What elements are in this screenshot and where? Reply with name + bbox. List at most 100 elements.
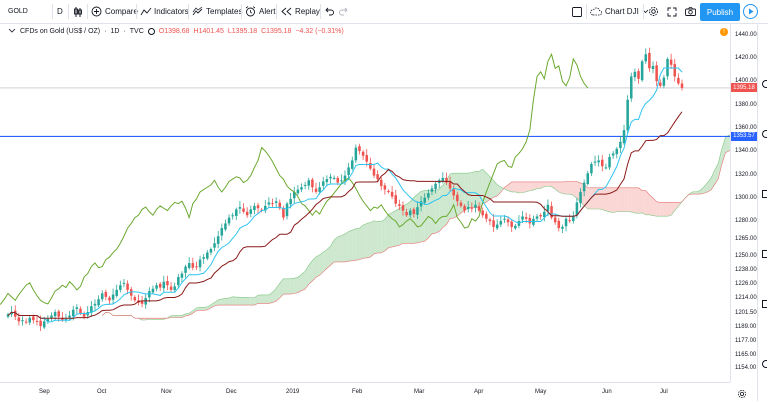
alert-button[interactable]: Alert [245,0,275,23]
redo-button[interactable] [339,0,348,23]
candle-body [275,201,278,203]
price-tick: 1320.00 [735,172,757,178]
cloud-segment [479,169,483,207]
snapshot-button[interactable] [685,0,696,23]
ideas-icon[interactable] [762,190,767,198]
replay-button[interactable]: Replay [281,0,320,23]
publish-button[interactable]: Publish [700,3,740,21]
fullscreen-layout-button[interactable] [572,0,582,23]
candle-body [268,202,271,204]
undo-button[interactable] [325,0,334,23]
candle-body [467,207,470,209]
candle-body [644,54,647,61]
symbol-label: GOLD [8,8,28,15]
fullscreen-button[interactable] [667,0,677,23]
candle-body [579,192,582,203]
help-icon[interactable] [762,360,767,368]
square-icon [572,7,582,17]
candle-body [126,284,129,290]
candle-body [123,283,126,284]
cloud-segment [468,172,472,207]
candle-body [503,219,506,220]
candle-body [431,188,434,191]
cloud-segment [363,224,367,259]
cloud-segment [570,181,574,195]
chat-icon[interactable] [762,250,767,258]
cloud-segment [370,221,374,257]
cloud-segment [523,182,527,193]
price-tick: 1214.00 [735,295,757,301]
cloud-segment [287,279,291,294]
candle-body [50,316,53,318]
cloud-segment [338,236,342,262]
cloud-segment [544,182,548,187]
cloud-segment [624,188,628,212]
alert-label: Alert [259,7,275,16]
candle-body [195,266,198,267]
chart-legend: CFDs on Gold (US$ / OZ) · 1D · TVC O1398… [8,27,344,35]
cloud-segment [262,295,266,304]
price-tick: 1226.00 [735,281,757,287]
candle-body [409,211,412,216]
candle-body [365,155,368,162]
cloud-segment [359,225,363,259]
candle-body [25,322,28,323]
candle-body [253,206,256,210]
cloud-segment [443,181,447,228]
candle-body [434,184,437,189]
templates-button[interactable]: Templates [192,0,242,23]
interval-button[interactable]: D [57,0,63,23]
cloud-segment [349,230,353,261]
candle-body [282,208,285,217]
candle-body [558,221,561,228]
cloud-segment [639,188,643,213]
candle-body [115,290,118,296]
cloud-segment [247,297,251,305]
candle-body [210,249,213,252]
legend-title: CFDs on Gold (US$ / OZ) [20,28,100,35]
legend-dot: · [123,28,125,35]
cloud-segment [725,135,729,153]
candle-body [427,193,430,198]
collapse-arrows-icon[interactable] [8,27,16,35]
cloud-segment [602,188,606,211]
candle-body [402,205,405,210]
price-tick: 1250.00 [735,253,757,259]
indicators-button[interactable]: Indicators [140,0,189,23]
right-widget-bar [757,24,768,401]
symbol-search[interactable]: GOLD [8,0,28,23]
scale-settings-button[interactable] [737,386,747,404]
chart-layout-button[interactable]: Chart DJI [590,0,649,23]
watchlist-icon[interactable] [762,80,767,88]
compare-button[interactable]: Compare [91,0,138,23]
main-chart[interactable] [0,24,730,382]
candle-body [101,293,104,299]
cloud-segment [649,195,653,216]
calendar-icon[interactable] [762,130,767,138]
candle-body [568,220,571,221]
candle-body [221,228,224,235]
candle-body [286,204,289,217]
play-button[interactable] [743,4,758,19]
candle-body [297,190,300,194]
candle-body [94,304,97,306]
cloud-segment [392,211,396,247]
cloud-segment [345,231,349,261]
candle-body [141,301,144,304]
chart-style-button[interactable] [73,0,83,23]
candle-body [152,289,155,293]
candle-body [623,130,626,143]
cloud-segment [512,182,516,192]
alerts-panel-icon[interactable] [762,300,767,308]
notification-icon[interactable]: ! [720,28,728,36]
candle-body [398,204,401,206]
candle-body [43,321,46,327]
candle-body [608,157,611,167]
candle-body [659,83,662,86]
settings-button[interactable] [648,0,659,23]
candle-body [300,187,303,189]
price-tick: 1201.50 [735,310,757,316]
candle-body [376,174,379,179]
